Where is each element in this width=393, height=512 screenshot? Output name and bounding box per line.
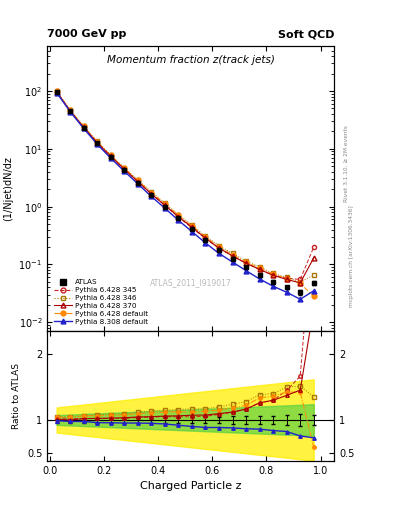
Text: ATLAS_2011_I919017: ATLAS_2011_I919017	[150, 278, 231, 287]
Y-axis label: Ratio to ATLAS: Ratio to ATLAS	[12, 363, 21, 429]
Y-axis label: (1/Njet)dN/dz: (1/Njet)dN/dz	[3, 156, 13, 221]
Text: Momentum fraction z(track jets): Momentum fraction z(track jets)	[107, 55, 275, 65]
Text: Soft QCD: Soft QCD	[277, 29, 334, 39]
Legend: ATLAS, Pythia 6.428 345, Pythia 6.428 346, Pythia 6.428 370, Pythia 6.428 defaul: ATLAS, Pythia 6.428 345, Pythia 6.428 34…	[51, 276, 151, 328]
Text: mcplots.cern.ch [arXiv:1306.3436]: mcplots.cern.ch [arXiv:1306.3436]	[349, 205, 354, 307]
X-axis label: Charged Particle z: Charged Particle z	[140, 481, 241, 491]
Text: 7000 GeV pp: 7000 GeV pp	[47, 29, 127, 39]
Text: Rivet 3.1.10, ≥ 2M events: Rivet 3.1.10, ≥ 2M events	[344, 125, 349, 202]
